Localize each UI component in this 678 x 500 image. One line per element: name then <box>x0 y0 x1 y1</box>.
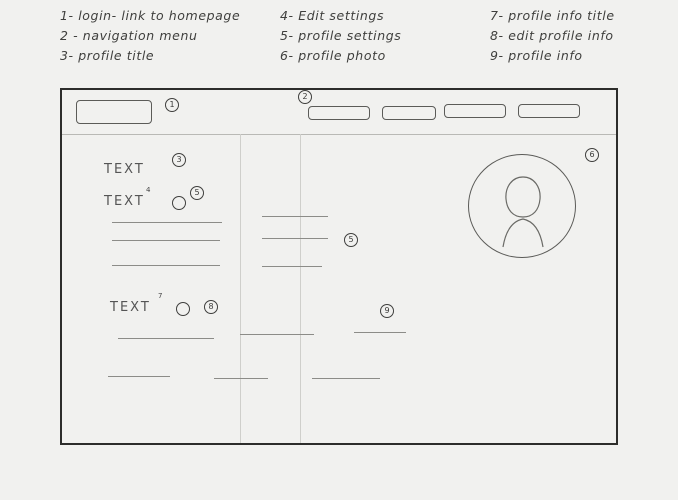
marker-1: 1 <box>165 98 179 112</box>
profile-info-line <box>214 378 268 379</box>
legend-item-2: 2 - navigation menu <box>60 28 198 43</box>
marker-3: 3 <box>172 153 186 167</box>
wireframe-page: 1 2 TEXT 3 TEXT 4 5 5 6 TEXT 7 8 9 <box>60 88 618 445</box>
marker-9: 9 <box>380 304 394 318</box>
profile-info-line <box>108 376 170 377</box>
settings-title: TEXT <box>104 194 145 209</box>
profile-photo[interactable] <box>468 154 576 258</box>
marker-4: 4 <box>146 186 151 194</box>
legend: 1- login- link to homepage 2 - navigatio… <box>60 8 678 78</box>
marker-5-settings: 5 <box>344 233 358 247</box>
nav-item-4[interactable] <box>518 104 580 118</box>
profile-info-line <box>312 378 380 379</box>
legend-item-9: 9- profile info <box>490 48 583 63</box>
settings-line <box>112 222 222 223</box>
profile-info-title: TEXT <box>110 300 151 315</box>
marker-5: 5 <box>190 186 204 200</box>
legend-item-1: 1- login- link to homepage <box>60 8 241 23</box>
nav-item-3[interactable] <box>444 104 506 118</box>
marker-2: 2 <box>298 90 312 104</box>
legend-item-7: 7- profile info title <box>490 8 615 23</box>
login-home-link[interactable] <box>76 100 152 124</box>
nav-item-2[interactable] <box>382 106 436 120</box>
legend-item-6: 6- profile photo <box>280 48 386 63</box>
profile-title: TEXT <box>104 162 145 177</box>
legend-item-4: 4- Edit settings <box>280 8 385 23</box>
legend-item-8: 8- edit profile info <box>490 28 614 43</box>
column-divider-2 <box>300 134 301 443</box>
header-divider <box>62 134 616 135</box>
settings-line <box>112 240 220 241</box>
settings-line <box>262 216 328 217</box>
marker-6: 6 <box>585 148 599 162</box>
edit-settings-icon[interactable] <box>172 196 186 210</box>
settings-line <box>262 238 328 239</box>
settings-line <box>262 266 322 267</box>
marker-8: 8 <box>204 300 218 314</box>
settings-line <box>112 265 220 266</box>
profile-info-line <box>118 338 214 339</box>
edit-profile-info-icon[interactable] <box>176 302 190 316</box>
profile-info-line <box>240 334 314 335</box>
profile-info-line <box>354 332 406 333</box>
nav-item-1[interactable] <box>308 106 370 120</box>
column-divider-1 <box>240 134 241 443</box>
marker-7: 7 <box>158 292 163 300</box>
user-silhouette-icon <box>502 176 544 248</box>
legend-item-3: 3- profile title <box>60 48 155 63</box>
legend-item-5: 5- profile settings <box>280 28 402 43</box>
